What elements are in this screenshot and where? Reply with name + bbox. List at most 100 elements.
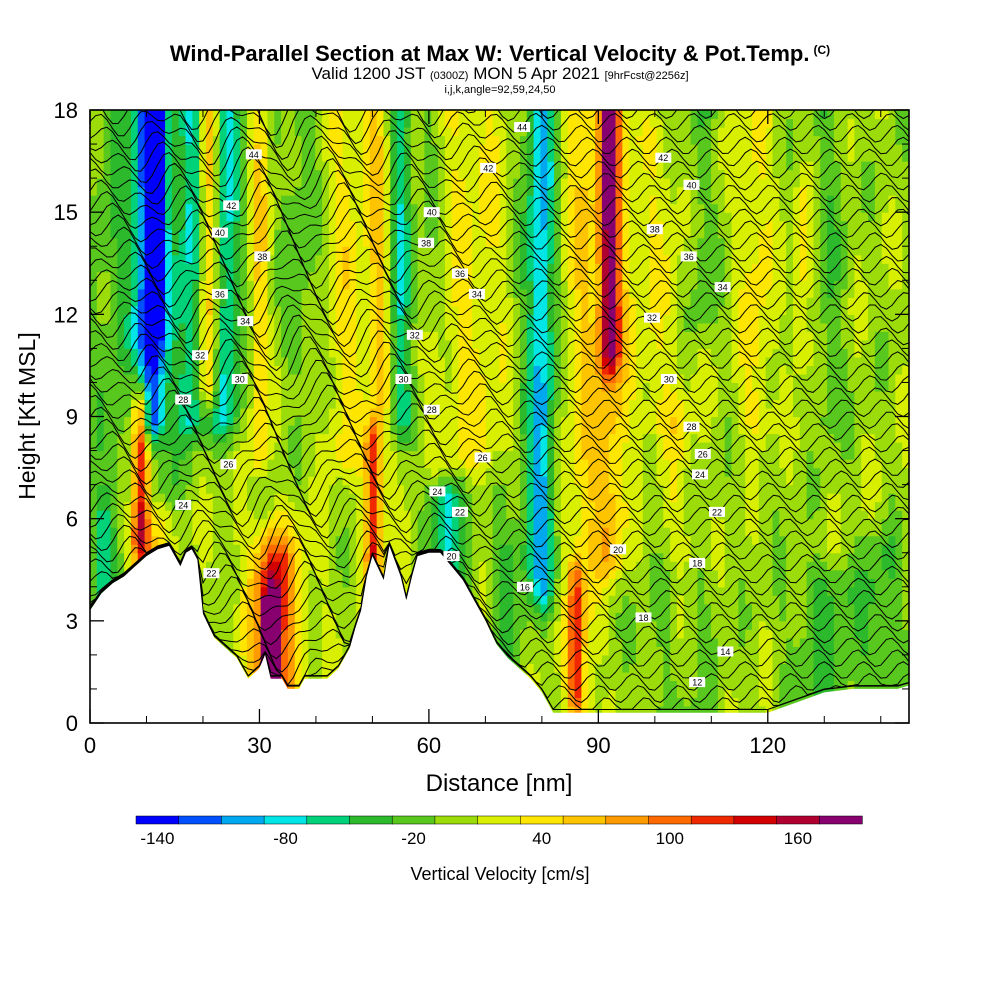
velocity-cell (322, 612, 330, 622)
velocity-cell (431, 144, 439, 154)
velocity-cell (472, 365, 480, 375)
velocity-cell (547, 450, 555, 460)
velocity-cell (233, 390, 241, 401)
velocity-cell (137, 518, 146, 528)
velocity-cell (178, 161, 187, 171)
velocity-cell (206, 169, 214, 179)
velocity-cell (165, 425, 173, 435)
velocity-cell (506, 212, 514, 222)
velocity-cell (206, 144, 214, 154)
velocity-cell (342, 433, 350, 443)
velocity-cell (533, 237, 542, 247)
velocity-cell (253, 637, 262, 647)
velocity-cell (417, 135, 426, 145)
velocity-cell (383, 127, 391, 137)
velocity-cell (185, 110, 193, 120)
velocity-cell (260, 348, 269, 358)
velocity-cell (151, 484, 159, 494)
velocity-cell (451, 288, 460, 298)
velocity-cell (192, 220, 200, 230)
velocity-cell (246, 646, 255, 656)
velocity-cell (260, 552, 269, 562)
velocity-cell (335, 195, 344, 205)
velocity-cell (438, 246, 446, 256)
velocity-cell (335, 135, 344, 145)
velocity-cell (554, 365, 562, 375)
velocity-cell (199, 476, 207, 486)
velocity-cell (356, 169, 364, 179)
velocity-cell (458, 407, 466, 418)
velocity-cell (287, 390, 296, 401)
velocity-cell (410, 246, 419, 256)
velocity-cell (492, 297, 501, 307)
velocity-cell (349, 288, 357, 298)
velocity-cell (499, 161, 507, 171)
velocity-cell (492, 544, 501, 554)
velocity-cell (206, 595, 214, 605)
velocity-cell (96, 569, 105, 579)
velocity-cell (90, 356, 98, 367)
velocity-cell (431, 220, 439, 230)
velocity-cell (301, 322, 309, 332)
velocity-cell (240, 382, 248, 392)
velocity-cell (212, 501, 221, 511)
velocity-cell (206, 535, 214, 545)
velocity-cell (233, 186, 241, 196)
velocity-cell (390, 203, 398, 213)
velocity-cell (342, 595, 350, 605)
velocity-cell (390, 416, 398, 426)
velocity-cell (171, 237, 180, 247)
velocity-cell (465, 561, 473, 571)
velocity-cell (397, 407, 405, 418)
velocity-cell (369, 127, 378, 137)
velocity-cell (465, 305, 473, 315)
velocity-cell (554, 595, 562, 605)
velocity-cell (287, 246, 296, 256)
velocity-cell (410, 382, 419, 392)
velocity-cell (144, 484, 153, 494)
velocity-cell (444, 416, 453, 426)
velocity-cell (281, 203, 289, 213)
velocity-cell (472, 195, 480, 205)
velocity-cell (424, 118, 432, 128)
velocity-cell (212, 450, 221, 460)
velocity-cell (499, 518, 507, 528)
velocity-cell (533, 152, 542, 162)
velocity-cell (560, 688, 569, 699)
velocity-cell (390, 442, 398, 452)
velocity-cell (240, 629, 248, 639)
velocity-cell (253, 118, 262, 128)
velocity-cell (171, 467, 180, 477)
velocity-cell (103, 212, 112, 222)
velocity-cell (506, 476, 514, 486)
velocity-cell (390, 535, 398, 545)
utc-time: (0300Z) (429, 70, 469, 82)
velocity-cell (144, 110, 153, 120)
velocity-cell (547, 407, 555, 418)
velocity-cell (287, 288, 296, 298)
velocity-cell (547, 493, 555, 503)
velocity-cell (431, 254, 439, 264)
velocity-cell (267, 467, 275, 477)
velocity-cell (349, 212, 357, 222)
velocity-cell (335, 467, 344, 477)
velocity-cell (192, 373, 200, 384)
velocity-cell (90, 535, 98, 545)
velocity-cell (246, 518, 255, 528)
velocity-cell (342, 169, 350, 179)
velocity-cell (560, 629, 569, 639)
velocity-cell (356, 365, 364, 375)
velocity-cell (192, 271, 200, 281)
velocity-cell (390, 169, 398, 179)
velocity-cell (130, 425, 139, 435)
velocity-cell (376, 152, 385, 162)
velocity-cell (513, 339, 521, 349)
velocity-cell (315, 305, 323, 315)
velocity-cell (363, 356, 371, 367)
velocity-cell (451, 467, 460, 477)
velocity-cell (240, 331, 248, 341)
velocity-cell (472, 297, 480, 307)
velocity-cell (226, 186, 234, 196)
velocity-cell (137, 169, 146, 179)
velocity-cell (322, 484, 330, 494)
